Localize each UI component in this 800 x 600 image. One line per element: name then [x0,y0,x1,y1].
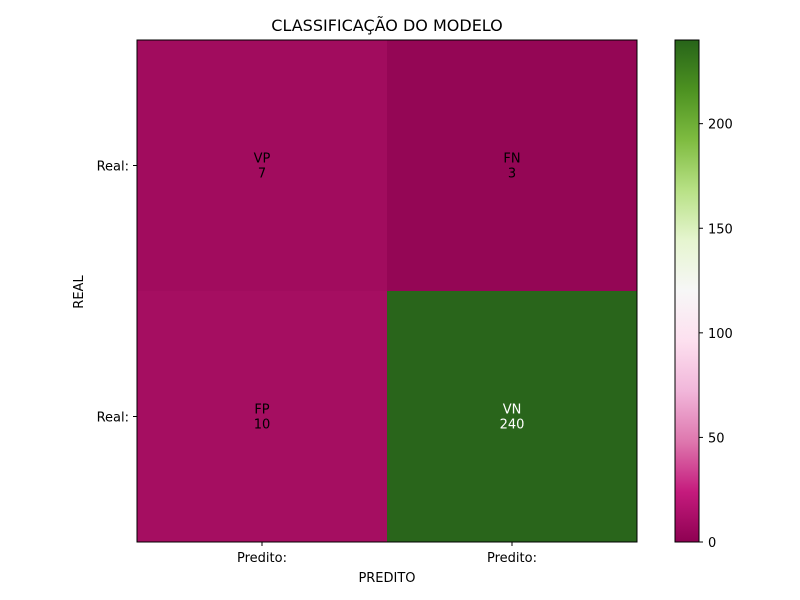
cell-label-fp: FP [254,403,269,418]
colorbar-tick-label: 50 [708,431,725,446]
x-axis-label: PREDITO [358,571,415,586]
axis-ticks: Predito: Predito: Real: Real: [97,160,537,567]
heatmap-cell-vn [387,291,637,542]
heatmap-cell-vp [137,40,387,291]
y-tick-label: Real: [97,411,129,426]
heatmap-cell-fn [387,40,637,291]
cell-label-vp: VP [254,152,271,167]
colorbar-ticks: 0 50 100 150 200 [699,118,733,551]
cell-value-fn: 3 [508,167,516,182]
cell-value-fp: 10 [254,418,271,433]
colorbar-tick-label: 0 [708,536,716,551]
colorbar-tick-label: 100 [708,327,733,342]
x-tick-label: Predito: [237,551,287,566]
cell-value-vn: 240 [500,418,525,433]
y-axis-label: REAL [72,275,87,309]
cell-label-fn: FN [503,152,520,167]
colorbar-tick-label: 150 [708,222,733,237]
colorbar [674,39,700,543]
cell-value-vp: 7 [258,167,266,182]
chart-title: CLASSIFICAÇÃO DO MODELO [271,16,502,35]
heatmap-cell-fp [137,291,387,542]
colorbar-tick-label: 200 [708,118,733,133]
y-tick-label: Real: [97,160,129,175]
x-tick-label: Predito: [487,551,537,566]
plot-frame [136,39,638,543]
cell-label-vn: VN [503,403,522,418]
